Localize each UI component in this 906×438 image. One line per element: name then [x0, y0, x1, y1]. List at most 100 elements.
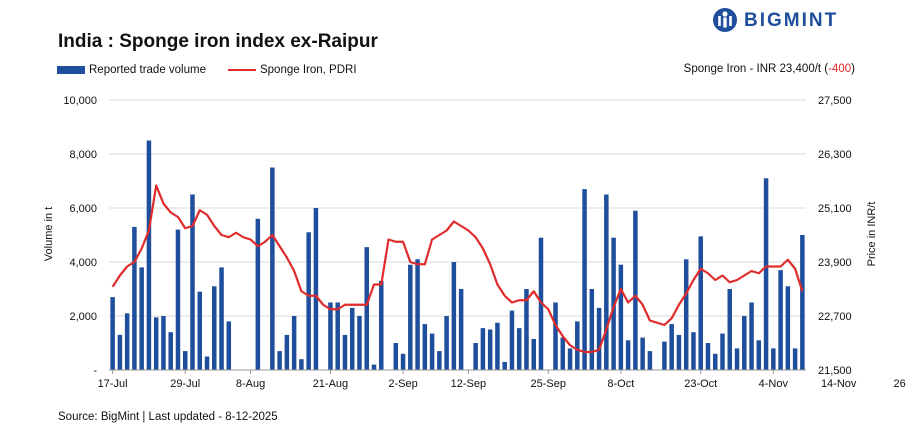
- legend-swatch-bar: [57, 66, 85, 74]
- legend-swatch-line: [227, 69, 256, 71]
- volume-bar: [509, 310, 515, 370]
- y-right-tick-label: 22,700: [818, 311, 852, 323]
- volume-bar: [683, 259, 689, 370]
- y-right-tick-label: 25,100: [818, 203, 852, 215]
- volume-bar: [415, 259, 420, 370]
- volume-bar: [792, 348, 798, 370]
- volume-bar: [299, 359, 304, 370]
- x-tick-label: 12-Sep: [451, 378, 486, 390]
- volume-bar: [618, 264, 624, 370]
- volume-bar: [357, 316, 362, 370]
- volume-bar: [117, 334, 123, 370]
- x-tick-label: 14-Nov: [821, 378, 857, 390]
- volume-bar: [502, 361, 507, 370]
- volume-bar: [633, 210, 638, 370]
- volume-bar: [313, 208, 319, 370]
- volume-bar: [255, 218, 261, 370]
- y-left-tick-label: 6,000: [69, 203, 97, 215]
- x-tick-label: 17-Jul: [98, 378, 128, 390]
- volume-bar: [349, 307, 355, 370]
- volume-bar: [771, 348, 776, 370]
- volume-bar: [575, 321, 580, 370]
- volume-bar: [734, 348, 740, 370]
- chart-title: India : Sponge iron index ex-Raipur: [58, 31, 378, 52]
- volume-bar: [691, 332, 696, 370]
- x-tick-labels: 17-Jul 29-Jul 8-Aug 21-Aug 2-Sep 12-Sep 25-Sep…: [98, 370, 906, 390]
- volume-bar: [291, 316, 297, 370]
- volume-bar: [480, 328, 486, 370]
- volume-bar: [408, 264, 413, 370]
- volume-bar: [763, 178, 769, 370]
- volume-bar: [182, 351, 188, 370]
- x-tick-label: 21-Aug: [313, 378, 348, 390]
- y-right-tick-label: 23,900: [818, 257, 852, 269]
- volume-bar: [524, 289, 529, 370]
- volume-bar: [785, 286, 791, 370]
- volume-bar: [437, 351, 442, 370]
- y-right-tick-label: 26,300: [818, 149, 852, 161]
- volume-bar: [190, 194, 195, 370]
- volume-bar: [212, 286, 217, 370]
- volume-bar: [168, 332, 173, 370]
- volume-bar: [124, 313, 130, 370]
- x-tick-label: 26-Nov: [894, 378, 906, 390]
- volume-bar: [219, 267, 224, 370]
- volume-bar: [487, 329, 493, 370]
- volume-bar: [516, 328, 522, 370]
- volume-bar: [277, 351, 282, 370]
- volume-bar: [371, 364, 377, 370]
- price-note: Sponge Iron - INR 23,400/t (-400): [684, 63, 855, 75]
- gridlines: [109, 99, 806, 317]
- volume-bar: [400, 353, 406, 370]
- y-left-tick-label: 2,000: [69, 311, 97, 323]
- legend-item-volume: Reported trade volume: [57, 64, 206, 76]
- y-left-axis-label: Volume in t: [43, 207, 55, 261]
- x-tick-label: 8-Oct: [607, 378, 634, 390]
- volume-bar: [422, 324, 428, 370]
- y-left-tick-label: -: [93, 365, 97, 377]
- brand-name: BIGMINT: [744, 10, 839, 31]
- volume-bar: [335, 302, 340, 370]
- x-tick-label: 4-Nov: [759, 378, 789, 390]
- volume-bar: [379, 280, 384, 370]
- y-right-axis-label: Price in INR/t: [866, 202, 878, 267]
- volume-bar: [705, 343, 711, 370]
- volume-bar: [132, 226, 137, 370]
- volume-bar: [495, 322, 500, 370]
- volume-bar: [444, 316, 449, 370]
- volume-bars: [110, 140, 805, 370]
- volume-bar: [153, 317, 159, 370]
- y-left-tick-label: 4,000: [69, 257, 97, 269]
- volume-bar: [611, 237, 616, 370]
- x-tick-label: 2-Sep: [388, 378, 417, 390]
- legend-label-price: Sponge Iron, PDRI: [259, 64, 357, 76]
- volume-bar: [270, 167, 275, 370]
- volume-bar: [625, 340, 631, 370]
- volume-bar: [742, 316, 747, 370]
- legend-item-price: Sponge Iron, PDRI: [227, 64, 357, 76]
- volume-bar: [197, 291, 202, 370]
- y-right-tick-label: 27,500: [818, 95, 852, 107]
- x-tick-label: 8-Aug: [236, 378, 265, 390]
- volume-bar: [560, 337, 566, 370]
- volume-bar: [175, 229, 181, 370]
- y-right-tick-labels: 21,500 22,700 23,900 25,100 26,300 27,500: [818, 95, 852, 377]
- volume-bar: [800, 235, 805, 370]
- price-note-suffix: ): [851, 63, 855, 75]
- volume-bar: [531, 338, 536, 370]
- volume-bar: [328, 302, 333, 370]
- volume-bar: [110, 297, 115, 370]
- volume-bar: [749, 302, 754, 370]
- volume-bar: [139, 267, 144, 370]
- volume-bar: [582, 189, 587, 370]
- volume-bar: [451, 262, 457, 370]
- volume-bar: [204, 356, 210, 370]
- price-note-prefix: Sponge Iron - INR 23,400/t (: [683, 63, 829, 75]
- volume-bar: [473, 343, 478, 370]
- volume-bar: [364, 247, 369, 370]
- volume-bar: [284, 334, 290, 370]
- y-right-tick-label: 21,500: [818, 365, 852, 377]
- x-tick-label: 23-Oct: [684, 378, 717, 390]
- volume-bar: [604, 194, 609, 370]
- volume-bar: [727, 289, 733, 370]
